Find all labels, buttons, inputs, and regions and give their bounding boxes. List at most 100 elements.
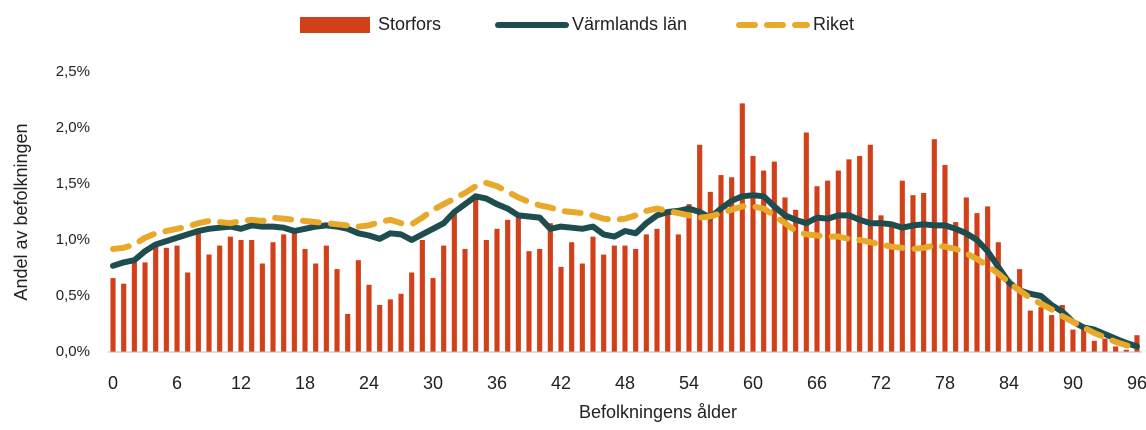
x-tick-label: 42 [551, 373, 571, 393]
legend-label: Storfors [378, 14, 441, 34]
bar [857, 156, 863, 352]
y-tick-label: 2,0% [56, 119, 90, 136]
bar [377, 304, 383, 352]
bar [505, 219, 511, 352]
bar [739, 103, 745, 352]
x-tick-label: 0 [108, 373, 118, 393]
y-tick-label: 0,5% [56, 287, 90, 304]
x-tick-label: 90 [1063, 373, 1083, 393]
bar [633, 248, 639, 352]
bar [323, 245, 329, 352]
bar [910, 195, 916, 352]
x-tick-label: 72 [871, 373, 891, 393]
bar [387, 299, 393, 352]
bar [707, 191, 713, 352]
bar [131, 262, 137, 352]
bar [878, 215, 884, 352]
bar [931, 139, 937, 352]
bar [355, 260, 361, 352]
bar [995, 242, 1001, 352]
bar [430, 278, 436, 352]
y-tick-label: 1,0% [56, 231, 90, 248]
y-axis-title: Andel av befolkningen [11, 123, 31, 300]
bar [526, 251, 532, 352]
bar [1038, 307, 1044, 352]
bar [281, 234, 287, 352]
bar [1049, 315, 1055, 352]
x-tick-label: 48 [615, 373, 635, 393]
bar [953, 222, 959, 352]
bar [974, 213, 980, 352]
x-tick-label: 36 [487, 373, 507, 393]
bar [366, 284, 372, 352]
bar [718, 175, 724, 352]
x-tick-label: 54 [679, 373, 699, 393]
bar [291, 228, 297, 352]
bar [750, 156, 756, 352]
bar [814, 186, 820, 352]
bar [921, 192, 927, 352]
bar [473, 198, 479, 352]
x-tick-label: 60 [743, 373, 763, 393]
legend-swatch [300, 17, 370, 33]
bar [889, 223, 895, 352]
bar [142, 262, 148, 352]
bar [985, 206, 991, 352]
bar [1113, 346, 1119, 352]
bar [195, 228, 201, 352]
bar [547, 223, 553, 352]
bar [963, 197, 969, 352]
bar [1070, 329, 1076, 352]
bar [611, 245, 617, 352]
bar [249, 240, 255, 352]
y-tick-label: 1,5% [56, 175, 90, 192]
bar [345, 313, 351, 352]
bar [206, 254, 212, 352]
bar [441, 245, 447, 352]
bar [302, 248, 308, 352]
x-tick-label: 84 [999, 373, 1019, 393]
bar [1027, 310, 1033, 352]
bar [1091, 340, 1097, 352]
bar [793, 209, 799, 352]
bar [217, 245, 223, 352]
bar [462, 248, 468, 352]
bar [313, 263, 319, 352]
bar [942, 164, 948, 352]
bar [601, 254, 607, 352]
legend-label: Värmlands län [572, 14, 687, 34]
x-tick-label: 12 [231, 373, 251, 393]
bar [163, 247, 169, 352]
bar [1081, 327, 1087, 352]
bar [515, 217, 521, 352]
bar [697, 144, 703, 352]
bar [451, 212, 457, 352]
bar [494, 228, 500, 352]
bar [153, 245, 159, 352]
line-series [110, 179, 1140, 351]
bar [899, 180, 905, 352]
bar [579, 263, 585, 352]
y-tick-label: 2,5% [56, 63, 90, 80]
x-tick-label: 96 [1127, 373, 1146, 393]
bar [1123, 349, 1129, 352]
bar [270, 242, 276, 352]
bar [771, 161, 777, 352]
bar [483, 240, 489, 352]
bar [867, 144, 873, 352]
bar [590, 236, 596, 352]
x-tick-label: 18 [295, 373, 315, 393]
bar [174, 245, 180, 352]
bar [782, 197, 788, 352]
bar [409, 272, 415, 352]
bar [686, 204, 692, 352]
bar [238, 240, 244, 352]
x-tick-label: 30 [423, 373, 443, 393]
bar [1059, 304, 1065, 352]
bar [398, 293, 404, 352]
y-tick-label: 0,0% [56, 343, 90, 360]
legend-label: Riket [813, 14, 854, 34]
bar [622, 245, 628, 352]
x-axis-title: Befolkningens ålder [579, 402, 737, 422]
x-tick-label: 24 [359, 373, 379, 393]
